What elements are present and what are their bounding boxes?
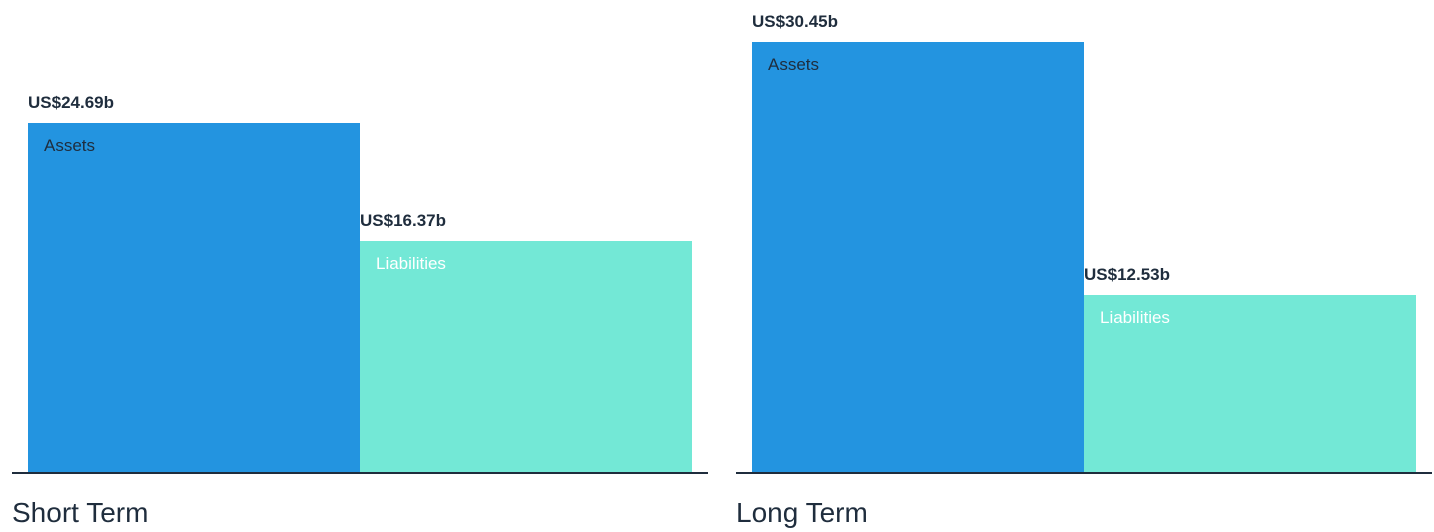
short-term-assets-label: Assets: [44, 136, 96, 155]
short-term-liabilities-value: US$16.37b: [360, 211, 446, 230]
long-term-title: Long Term: [736, 497, 868, 528]
long-term-assets-value: US$30.45b: [752, 12, 838, 31]
long-term-assets-bar: Assets: [752, 42, 1084, 472]
long-term-baseline: [736, 472, 1432, 474]
short-term-baseline: [12, 472, 708, 474]
short-term-title: Short Term: [12, 497, 149, 528]
long-term-liabilities-value: US$12.53b: [1084, 265, 1170, 284]
long-term-liabilities-label: Liabilities: [1100, 308, 1170, 327]
long-term-assets-label: Assets: [768, 55, 820, 74]
short-term-liabilities-label: Liabilities: [376, 254, 446, 273]
long-term-chart: Assets US$30.45b Liabilities US$12.53b L…: [736, 0, 1432, 532]
short-term-assets-bar: Assets: [28, 123, 360, 472]
long-term-liabilities-bar: Liabilities: [1084, 295, 1416, 472]
short-term-assets-value: US$24.69b: [28, 93, 114, 112]
short-term-liabilities-bar: Liabilities: [360, 241, 692, 472]
short-term-chart: Assets US$24.69b Liabilities US$16.37b S…: [12, 0, 708, 532]
